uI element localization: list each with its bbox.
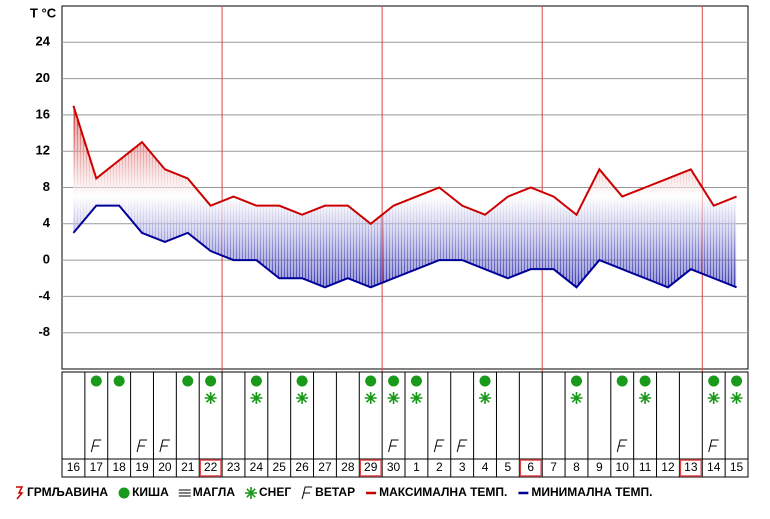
snow-icon xyxy=(479,392,492,404)
x-tick-label: 10 xyxy=(616,460,630,474)
day-highlight xyxy=(679,459,703,477)
y-tick-label: 24 xyxy=(36,34,51,49)
snow-icon xyxy=(250,392,263,404)
y-tick-label: 20 xyxy=(36,70,50,85)
y-tick-label: 12 xyxy=(36,143,50,158)
wind-icon xyxy=(136,439,148,453)
fog-icon xyxy=(178,489,191,497)
x-tick-label: 9 xyxy=(596,460,603,474)
snow-icon xyxy=(204,392,217,404)
x-tick-label: 27 xyxy=(318,460,332,474)
wind-icon xyxy=(301,486,313,500)
snow-icon xyxy=(639,392,652,404)
x-tick-label: 5 xyxy=(505,460,512,474)
x-tick-label: 20 xyxy=(158,460,172,474)
snow-icon xyxy=(387,392,400,404)
x-tick-label: 26 xyxy=(295,460,309,474)
wind-icon xyxy=(708,439,719,453)
y-tick-label: -4 xyxy=(38,288,50,303)
x-tick-label: 8 xyxy=(573,460,580,474)
x-tick-label: 1 xyxy=(413,460,420,474)
x-tick-label: 17 xyxy=(90,460,104,474)
day-highlight xyxy=(519,459,542,477)
rain-icon xyxy=(182,375,194,387)
x-tick-label: 30 xyxy=(387,460,401,474)
rain-icon xyxy=(388,375,400,387)
range-area xyxy=(73,105,737,288)
day-highlight xyxy=(359,459,382,477)
snow-icon xyxy=(296,392,309,404)
x-tick-label: 13 xyxy=(684,460,698,474)
rain-icon xyxy=(205,375,217,387)
x-tick-label: 28 xyxy=(341,460,355,474)
rain-icon xyxy=(731,375,743,387)
y-tick-label: 0 xyxy=(43,252,50,267)
rain-icon xyxy=(479,375,491,387)
rain-icon xyxy=(365,375,377,387)
x-tick-label: 29 xyxy=(364,460,378,474)
snow-icon xyxy=(410,392,423,404)
wind-icon xyxy=(159,439,170,453)
y-tick-label: -8 xyxy=(38,324,50,339)
series-line xyxy=(72,204,737,289)
x-tick-label: 7 xyxy=(550,460,557,474)
snow-icon xyxy=(707,392,720,404)
x-tick-label: 14 xyxy=(707,460,721,474)
rain-icon xyxy=(616,375,628,387)
y-tick-label: 8 xyxy=(43,179,50,194)
x-tick-label: 11 xyxy=(639,460,652,474)
wind-icon xyxy=(456,439,468,453)
snow-icon xyxy=(245,487,258,499)
x-tick-label: 6 xyxy=(527,460,534,474)
legend-label: КИША xyxy=(132,485,169,499)
rain-icon xyxy=(296,375,308,387)
wind-icon xyxy=(90,439,102,453)
legend-label: МАГЛА xyxy=(193,485,236,499)
y-tick-label: 16 xyxy=(36,106,50,121)
rain-icon xyxy=(639,375,651,387)
rain-icon xyxy=(250,375,262,387)
x-tick-label: 22 xyxy=(204,460,218,474)
rain-icon xyxy=(90,375,102,387)
wind-icon xyxy=(433,439,445,453)
x-tick-label: 4 xyxy=(482,460,489,474)
x-tick-label: 21 xyxy=(181,460,195,474)
series-line xyxy=(72,105,737,226)
x-tick-label: 2 xyxy=(436,460,443,474)
wind-icon xyxy=(616,439,628,453)
rain-icon xyxy=(410,375,422,387)
x-tick-label: 15 xyxy=(730,460,744,474)
x-tick-label: 3 xyxy=(459,460,466,474)
y-tick-label: 4 xyxy=(43,215,51,230)
x-tick-label: 16 xyxy=(67,460,81,474)
legend-label: ВЕТАР xyxy=(315,485,355,499)
snow-icon xyxy=(570,392,583,404)
x-tick-label: 12 xyxy=(661,460,675,474)
x-tick-label: 23 xyxy=(227,460,241,474)
range-fill xyxy=(73,105,737,288)
wind-icon xyxy=(388,439,399,453)
day-highlight xyxy=(199,459,222,477)
rain-icon xyxy=(118,487,130,499)
x-tick-label: 25 xyxy=(273,460,287,474)
snow-icon xyxy=(730,392,743,404)
thunder-icon xyxy=(16,486,24,500)
rain-icon xyxy=(113,375,125,387)
x-tick-label: 24 xyxy=(250,460,264,474)
y-label: T °C xyxy=(30,5,57,20)
snow-icon xyxy=(364,392,377,404)
rain-icon xyxy=(708,375,720,387)
legend-label: МАКСИМАЛНА ТЕМП. xyxy=(379,485,507,499)
rain-icon xyxy=(571,375,582,387)
legend-label: СНЕГ xyxy=(259,485,291,499)
legend-label: МИНИМАЛНА ТЕМП. xyxy=(531,485,652,499)
x-tick-label: 18 xyxy=(112,460,126,474)
legend-label: ГРМЉАВИНА xyxy=(27,485,108,499)
x-tick-label: 19 xyxy=(135,460,149,474)
